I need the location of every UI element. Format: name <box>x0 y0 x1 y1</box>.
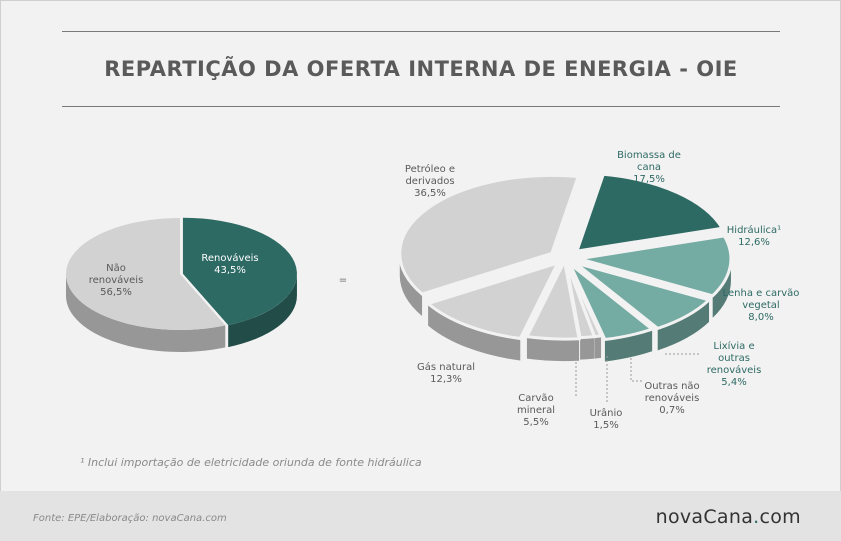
right-pie-side-hidraulica <box>712 258 731 318</box>
label-uranio: Urânio 1,5% <box>590 407 623 431</box>
label-petroleo: Petróleo e derivados 36,5% <box>405 163 455 199</box>
top-rule <box>62 31 780 32</box>
right-pie-side-gas-natural <box>428 303 521 361</box>
label-renovaveis: Renováveis 43,5% <box>201 252 258 276</box>
right-pie-slice-petroleo-e-derivados <box>398 173 581 296</box>
right-pie-slice-lenha-e-carvao-vegetal <box>574 261 712 331</box>
right-pie-side-lixivia-e-outras-renovaveis <box>604 329 653 362</box>
right-pie-side-lenha-e-carvao-vegetal <box>657 299 710 351</box>
right-pie-sides <box>399 253 731 362</box>
logo-dot: . <box>753 506 760 528</box>
footer-bar <box>0 491 841 541</box>
left-pie-side-nao-renovaveis <box>65 274 226 352</box>
label-gas-natural: Gás natural 12,3% <box>417 361 475 385</box>
leader-outras <box>630 358 644 382</box>
right-pie-side-uranio <box>580 336 595 360</box>
left-pie-slices <box>66 217 297 330</box>
logo-tld: com <box>759 506 801 528</box>
right-pie-slice-hidraulica <box>578 234 733 298</box>
label-nao-renovaveis: Não renováveis 56,5% <box>89 263 144 298</box>
label-outras-nao-renovaveis: Outras não renováveis 0,7% <box>644 381 699 416</box>
right-pie-slice-gas-natural <box>425 260 561 341</box>
label-biomassa-de-cana: Biomassa de cana 17,5% <box>617 150 681 185</box>
label-lixivia: Lixívia e outras renováveis 5,4% <box>707 340 762 388</box>
right-pie-slices <box>398 172 733 342</box>
novacana-logo: novaCana.com <box>656 506 801 528</box>
right-pie-side-outras-nao-renovaveis <box>594 335 602 359</box>
label-lenha-carvao: Lenha e carvão vegetal 8,0% <box>723 288 800 323</box>
title-rule <box>62 106 780 107</box>
footnote: ¹ Inclui importação de eletricidade oriu… <box>80 456 422 469</box>
chart-title: REPARTIÇÃO DA OFERTA INTERNA DE ENERGIA … <box>104 57 738 81</box>
source-note: Fonte: EPE/Elaboração: novaCana.com <box>33 513 227 524</box>
left-pie-side-renovaveis <box>228 273 297 348</box>
label-carvao-mineral: Carvão mineral 5,5% <box>517 393 555 428</box>
right-pie-slice-lixivia-e-outras-renovaveis <box>568 262 656 342</box>
label-hidraulica: Hidráulica¹ 12,6% <box>727 224 781 248</box>
equals-sign: = <box>339 275 347 286</box>
left-pie-slice-nao-renovaveis <box>66 218 226 330</box>
left-pie-sides <box>65 273 297 352</box>
right-pie-slice-biomassa-de-cana <box>574 172 725 253</box>
logo-word: novaCana <box>655 506 754 528</box>
right-pie-side-carvao-mineral <box>526 336 580 362</box>
right-pie-slice-carvao-mineral <box>524 256 581 341</box>
left-pie-slice-renovaveis <box>182 217 297 326</box>
